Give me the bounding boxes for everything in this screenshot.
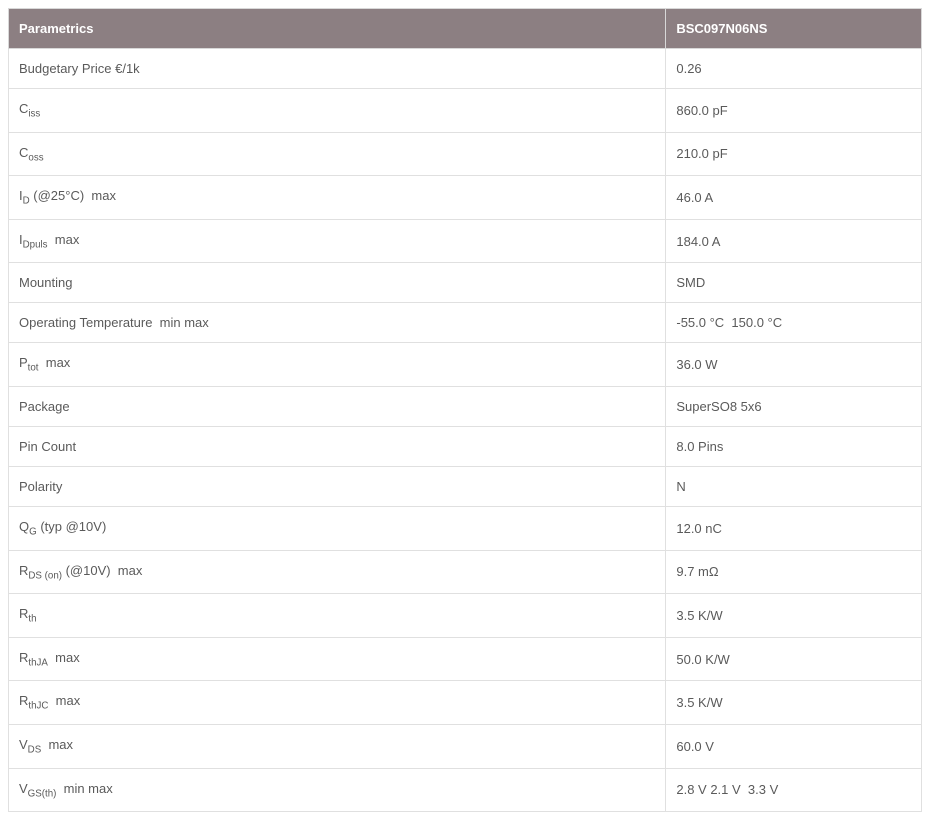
table-row: RthJC max3.5 K/W	[9, 681, 922, 725]
table-row: VDS max60.0 V	[9, 724, 922, 768]
table-row: Rth3.5 K/W	[9, 594, 922, 638]
header-parametrics: Parametrics	[9, 9, 666, 49]
param-cell: RDS (on) (@10V) max	[9, 550, 666, 594]
value-cell: 12.0 nC	[666, 506, 922, 550]
value-cell: SMD	[666, 263, 922, 303]
table-row: Operating Temperature min max-55.0 °C 15…	[9, 303, 922, 343]
param-cell: Rth	[9, 594, 666, 638]
value-cell: 0.26	[666, 49, 922, 89]
table-row: Ptot max36.0 W	[9, 343, 922, 387]
param-cell: Pin Count	[9, 426, 666, 466]
table-row: IDpuls max184.0 A	[9, 219, 922, 263]
header-part-number: BSC097N06NS	[666, 9, 922, 49]
table-row: Pin Count8.0 Pins	[9, 426, 922, 466]
param-cell: Operating Temperature min max	[9, 303, 666, 343]
value-cell: 60.0 V	[666, 724, 922, 768]
param-cell: Mounting	[9, 263, 666, 303]
table-row: RthJA max50.0 K/W	[9, 637, 922, 681]
table-row: MountingSMD	[9, 263, 922, 303]
value-cell: 8.0 Pins	[666, 426, 922, 466]
table-row: PackageSuperSO8 5x6	[9, 386, 922, 426]
value-cell: 3.5 K/W	[666, 681, 922, 725]
value-cell: 36.0 W	[666, 343, 922, 387]
param-cell: Budgetary Price €/1k	[9, 49, 666, 89]
parametrics-table: Parametrics BSC097N06NS Budgetary Price …	[8, 8, 922, 812]
value-cell: 50.0 K/W	[666, 637, 922, 681]
value-cell: 860.0 pF	[666, 89, 922, 133]
value-cell: -55.0 °C 150.0 °C	[666, 303, 922, 343]
param-cell: Ptot max	[9, 343, 666, 387]
value-cell: 9.7 mΩ	[666, 550, 922, 594]
value-cell: 3.5 K/W	[666, 594, 922, 638]
table-row: QG (typ @10V)12.0 nC	[9, 506, 922, 550]
param-cell: Package	[9, 386, 666, 426]
value-cell: 2.8 V 2.1 V 3.3 V	[666, 768, 922, 812]
table-row: Budgetary Price €/1k0.26	[9, 49, 922, 89]
param-cell: VDS max	[9, 724, 666, 768]
param-cell: IDpuls max	[9, 219, 666, 263]
value-cell: 210.0 pF	[666, 132, 922, 176]
table-row: Coss210.0 pF	[9, 132, 922, 176]
table-header-row: Parametrics BSC097N06NS	[9, 9, 922, 49]
param-cell: RthJA max	[9, 637, 666, 681]
value-cell: 46.0 A	[666, 176, 922, 220]
param-cell: RthJC max	[9, 681, 666, 725]
param-cell: QG (typ @10V)	[9, 506, 666, 550]
param-cell: Coss	[9, 132, 666, 176]
table-row: PolarityN	[9, 466, 922, 506]
value-cell: SuperSO8 5x6	[666, 386, 922, 426]
table-row: VGS(th) min max2.8 V 2.1 V 3.3 V	[9, 768, 922, 812]
param-cell: ID (@25°C) max	[9, 176, 666, 220]
param-cell: VGS(th) min max	[9, 768, 666, 812]
param-cell: Polarity	[9, 466, 666, 506]
table-row: ID (@25°C) max46.0 A	[9, 176, 922, 220]
value-cell: 184.0 A	[666, 219, 922, 263]
table-row: Ciss860.0 pF	[9, 89, 922, 133]
table-row: RDS (on) (@10V) max9.7 mΩ	[9, 550, 922, 594]
param-cell: Ciss	[9, 89, 666, 133]
value-cell: N	[666, 466, 922, 506]
